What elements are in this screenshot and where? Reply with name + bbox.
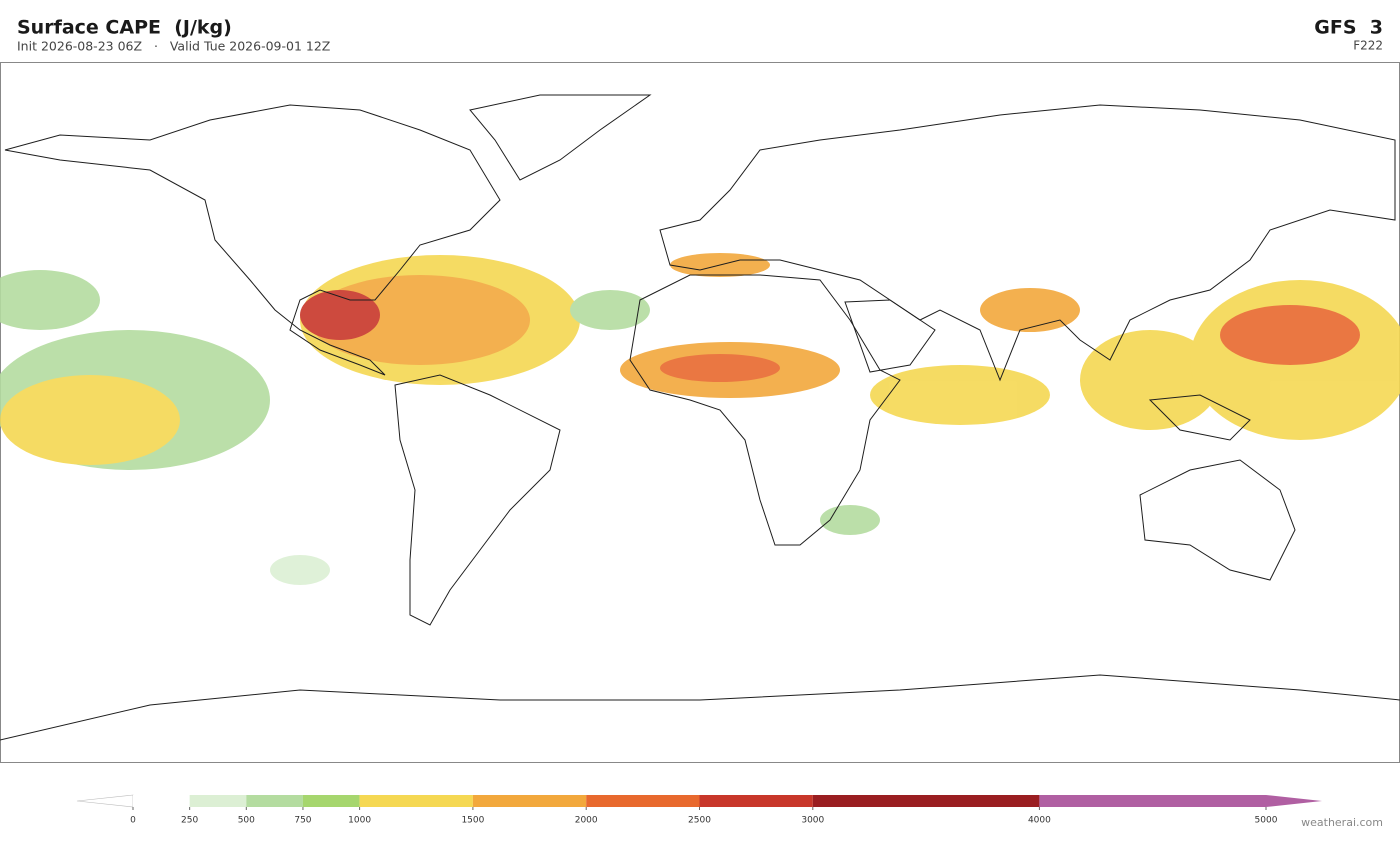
colorbar-segment xyxy=(246,795,303,807)
colorbar-segment xyxy=(812,795,1040,807)
colorbar-segment xyxy=(302,795,360,807)
cape-field xyxy=(0,253,1400,585)
colorbar: 0 250 500 750 1000 1500 2000 2500 3000 4000 5000 xyxy=(76,794,1322,826)
colorbar-label: 3000 xyxy=(801,816,824,826)
coastlines xyxy=(0,94,1400,741)
colorbar-over xyxy=(1266,795,1322,807)
colorbar-segment xyxy=(586,795,700,807)
model: GFS 3 xyxy=(1314,17,1383,39)
colorbar-label: 1000 xyxy=(348,816,371,826)
map xyxy=(0,62,1400,763)
colorbar-segment xyxy=(699,795,813,807)
subtitle: Init 2026-08-23 06Z · Valid Tue 2026-09-… xyxy=(17,39,330,54)
colorbar-segment xyxy=(359,795,473,807)
colorbar-label: 0 xyxy=(130,816,136,826)
colorbar-segment xyxy=(189,795,247,807)
colorbar-segment xyxy=(472,795,587,807)
colorbar-label: 750 xyxy=(294,816,311,826)
colorbar-label: 2500 xyxy=(688,816,711,826)
forecast-hour: F222 xyxy=(1353,39,1383,53)
colorbar-segment xyxy=(133,795,190,807)
colorbar-under xyxy=(76,794,134,808)
colorbar-segment xyxy=(1039,795,1266,807)
colorbar-label: 4000 xyxy=(1028,816,1051,826)
colorbar-label: 2000 xyxy=(575,816,598,826)
title: Surface CAPE (J/kg) xyxy=(17,17,232,39)
colorbar-label: 250 xyxy=(181,816,198,826)
colorbar-label: 5000 xyxy=(1255,816,1278,826)
watermark: weatherai.com xyxy=(1301,816,1383,829)
colorbar-label: 1500 xyxy=(461,816,484,826)
colorbar-label: 500 xyxy=(238,816,255,826)
